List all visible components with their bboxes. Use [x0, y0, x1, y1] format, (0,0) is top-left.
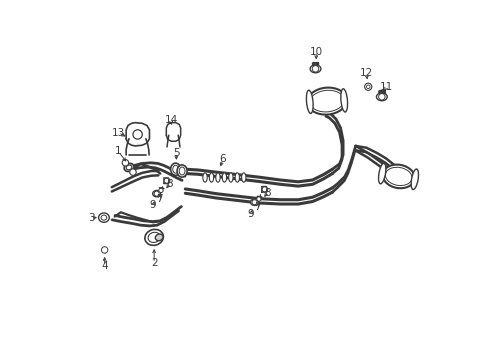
Circle shape — [262, 187, 266, 192]
Text: 10: 10 — [309, 46, 322, 57]
Circle shape — [312, 62, 314, 65]
Circle shape — [256, 197, 261, 201]
Circle shape — [315, 62, 318, 65]
Circle shape — [101, 247, 108, 253]
Circle shape — [129, 169, 136, 175]
Circle shape — [366, 85, 369, 89]
Circle shape — [159, 188, 163, 193]
Ellipse shape — [385, 167, 411, 185]
Ellipse shape — [376, 93, 386, 101]
Circle shape — [122, 159, 128, 166]
Text: 8: 8 — [263, 188, 270, 198]
Ellipse shape — [309, 65, 320, 73]
Ellipse shape — [101, 215, 106, 220]
Ellipse shape — [241, 173, 245, 182]
Text: 12: 12 — [359, 68, 372, 78]
Ellipse shape — [203, 173, 207, 182]
Ellipse shape — [170, 163, 180, 175]
Text: 9: 9 — [247, 209, 254, 219]
Text: 1: 1 — [115, 146, 122, 156]
Ellipse shape — [309, 90, 343, 112]
Ellipse shape — [172, 165, 178, 173]
Ellipse shape — [126, 165, 132, 170]
Ellipse shape — [306, 87, 346, 114]
Ellipse shape — [228, 173, 233, 182]
Text: 14: 14 — [164, 115, 177, 125]
Circle shape — [312, 66, 318, 72]
Text: 5: 5 — [173, 148, 179, 158]
Ellipse shape — [144, 229, 163, 246]
Circle shape — [164, 178, 169, 183]
Ellipse shape — [340, 89, 347, 112]
Ellipse shape — [155, 234, 163, 241]
Ellipse shape — [222, 173, 226, 182]
Ellipse shape — [124, 163, 134, 171]
Ellipse shape — [410, 169, 418, 189]
Text: 13: 13 — [111, 128, 124, 138]
Circle shape — [382, 90, 384, 93]
Ellipse shape — [250, 199, 258, 206]
Circle shape — [154, 191, 159, 196]
Ellipse shape — [378, 163, 385, 184]
Text: 7: 7 — [253, 202, 260, 212]
Text: 7: 7 — [156, 194, 162, 204]
Text: 11: 11 — [379, 82, 392, 93]
Ellipse shape — [179, 167, 184, 175]
Ellipse shape — [209, 173, 213, 182]
Circle shape — [364, 83, 371, 90]
Circle shape — [378, 90, 381, 93]
Circle shape — [378, 94, 384, 100]
Circle shape — [133, 130, 142, 139]
Ellipse shape — [382, 165, 414, 188]
Text: 3: 3 — [87, 213, 94, 222]
Text: 8: 8 — [165, 179, 172, 189]
Text: 4: 4 — [101, 261, 108, 271]
Ellipse shape — [177, 165, 187, 177]
Text: 2: 2 — [150, 258, 157, 268]
Ellipse shape — [148, 232, 160, 243]
Ellipse shape — [235, 173, 239, 182]
Text: 9: 9 — [149, 200, 156, 210]
Circle shape — [251, 200, 257, 205]
Ellipse shape — [306, 90, 312, 113]
Text: 6: 6 — [219, 154, 226, 164]
Ellipse shape — [152, 190, 160, 197]
Ellipse shape — [99, 213, 109, 222]
Ellipse shape — [215, 173, 220, 182]
